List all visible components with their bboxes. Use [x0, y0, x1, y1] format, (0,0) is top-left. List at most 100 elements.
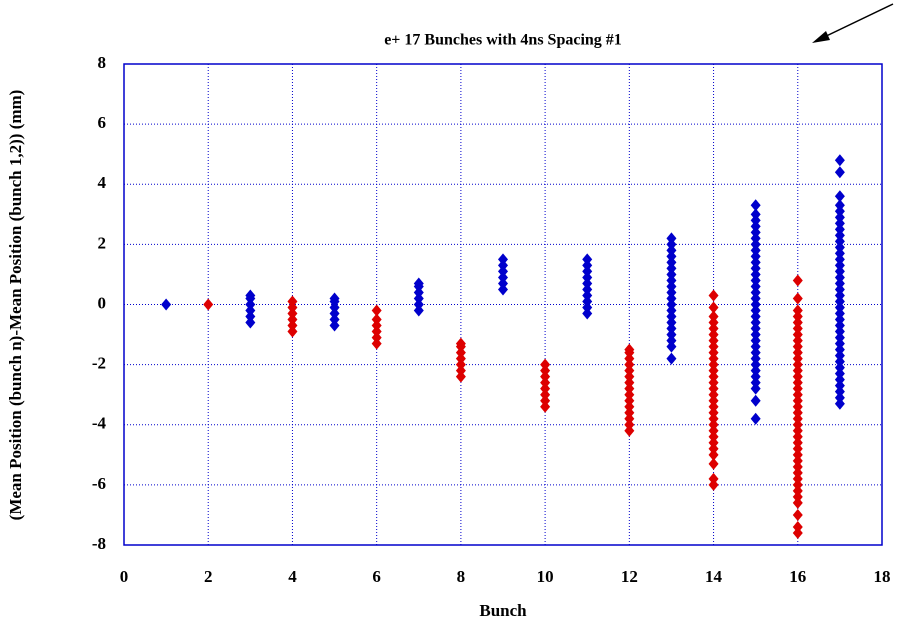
- point: [834, 241, 845, 254]
- y-tick-label: 6: [98, 113, 107, 132]
- point: [371, 337, 382, 350]
- point: [792, 394, 803, 407]
- point: [792, 466, 803, 479]
- point: [666, 292, 677, 305]
- point: [708, 430, 719, 443]
- point: [498, 271, 508, 284]
- point: [666, 304, 677, 317]
- point: [834, 253, 845, 266]
- point: [750, 412, 761, 425]
- point: [792, 274, 803, 287]
- point: [413, 286, 424, 299]
- point: [708, 310, 719, 323]
- point: [708, 328, 719, 341]
- point: [708, 478, 719, 491]
- point: [666, 274, 677, 287]
- point: [750, 322, 761, 335]
- chart-title: e+ 17 Bunches with 4ns Spacing #1: [384, 32, 622, 49]
- point: [750, 370, 761, 383]
- point: [834, 235, 845, 248]
- point: [624, 406, 635, 419]
- point: [708, 406, 719, 419]
- point: [750, 226, 761, 239]
- point: [624, 418, 635, 431]
- point: [666, 328, 677, 341]
- point: [708, 394, 719, 407]
- y-tick-label: -2: [92, 354, 106, 373]
- y-tick-label: 4: [98, 173, 107, 192]
- point: [708, 388, 719, 401]
- point: [329, 307, 340, 320]
- point: [666, 256, 677, 269]
- point: [834, 307, 845, 320]
- point: [750, 262, 761, 275]
- point: [750, 274, 761, 287]
- x-tick-label: 16: [789, 567, 806, 586]
- point: [834, 229, 845, 242]
- point: [455, 364, 466, 377]
- point: [750, 220, 761, 233]
- point: [792, 370, 803, 383]
- point: [750, 394, 761, 407]
- point: [245, 304, 256, 317]
- point: [582, 271, 593, 284]
- point: [792, 520, 803, 533]
- point: [624, 394, 635, 407]
- point: [624, 388, 635, 401]
- point: [750, 304, 761, 317]
- point: [750, 238, 761, 251]
- point: [708, 322, 719, 335]
- point: [666, 310, 677, 323]
- point: [792, 292, 803, 305]
- point: [834, 319, 845, 332]
- point: [750, 298, 761, 311]
- point: [582, 301, 593, 314]
- point: [498, 253, 508, 266]
- point: [792, 484, 803, 497]
- point: [834, 277, 845, 290]
- point: [498, 265, 508, 278]
- point: [792, 316, 803, 329]
- y-axis-label: (Mean Position (bunch n)-Mean Position (…: [6, 90, 25, 521]
- point: [792, 346, 803, 359]
- point: [792, 436, 803, 449]
- point: [834, 325, 845, 338]
- point: [624, 352, 635, 365]
- x-tick-label: 0: [120, 567, 129, 586]
- point: [540, 388, 551, 401]
- x-axis-label: Bunch: [479, 601, 527, 620]
- point: [750, 292, 761, 305]
- y-tick-label: -6: [92, 474, 106, 493]
- point: [624, 412, 635, 425]
- point: [750, 340, 761, 353]
- point: [582, 307, 593, 320]
- point: [582, 277, 593, 290]
- point: [371, 313, 382, 326]
- point: [834, 166, 845, 179]
- point: [834, 259, 845, 272]
- point: [792, 472, 803, 485]
- point: [792, 334, 803, 347]
- point: [792, 424, 803, 437]
- point: [708, 358, 719, 371]
- point: [624, 424, 635, 437]
- point: [708, 442, 719, 455]
- point: [329, 292, 340, 305]
- point: [708, 340, 719, 353]
- point: [834, 379, 845, 392]
- point: [750, 280, 761, 293]
- point: [540, 394, 551, 407]
- point: [708, 334, 719, 347]
- point: [792, 328, 803, 341]
- point: [582, 289, 593, 302]
- point: [371, 304, 382, 317]
- point: [455, 358, 466, 371]
- point: [750, 334, 761, 347]
- point: [834, 205, 845, 218]
- point: [792, 322, 803, 335]
- point: [666, 232, 677, 245]
- point: [455, 370, 466, 383]
- point: [834, 301, 845, 314]
